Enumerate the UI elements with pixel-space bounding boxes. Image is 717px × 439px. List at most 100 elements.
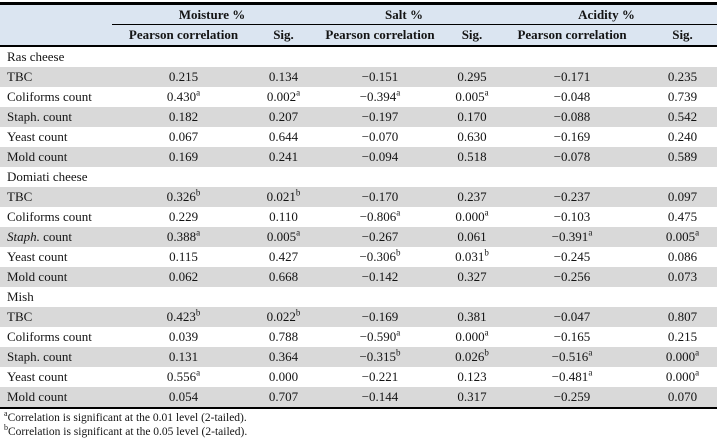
value-cell: 0.215 (112, 67, 255, 87)
value-cell: 0.423b (112, 307, 255, 327)
row-label: Staph. count (0, 107, 112, 127)
value-cell: −0.237 (496, 187, 649, 207)
value-cell: 0.739 (648, 87, 717, 107)
section-name: Ras cheese (0, 46, 717, 67)
table-body: Ras cheese TBC 0.215 0.134 −0.151 0.295 −0.171… (0, 46, 717, 408)
col-group-salt: Salt % (312, 3, 497, 25)
value-cell: 0.518 (448, 147, 497, 167)
significance-superscript: a (695, 227, 700, 238)
salt-pearson-header: Pearson correlation (312, 24, 448, 47)
subheader-row: Pearson correlation Sig. Pearson correla… (0, 24, 717, 47)
value-cell: 0.327 (448, 267, 497, 287)
significance-superscript: a (695, 367, 700, 378)
correlation-table: Moisture % Salt % Acidity % Pearson corr… (0, 2, 717, 409)
italic-label-prefix: Staph. (7, 229, 40, 244)
footnote-b-text: Correlation is significant at the 0.05 l… (8, 425, 248, 438)
table-row: Mold count 0.054 0.707 −0.144 0.317 −0.259 0.0… (0, 387, 717, 408)
row-label: TBC (0, 187, 112, 207)
value-cell: 0.070 (648, 387, 717, 408)
value-cell: 0.005a (648, 227, 717, 247)
value-cell: −0.047 (496, 307, 649, 327)
value-cell: −0.103 (496, 207, 649, 227)
row-label: Coliforms count (0, 87, 112, 107)
value-cell: 0.061 (448, 227, 497, 247)
value-cell: 0.215 (648, 327, 717, 347)
significance-superscript: a (484, 87, 489, 98)
significance-superscript: a (484, 207, 489, 218)
footnote-a: aCorrelation is significant at the 0.01 … (4, 409, 717, 426)
value-cell: 0.381 (448, 307, 497, 327)
row-label: Staph. count (0, 227, 112, 247)
value-cell: 0.062 (112, 267, 255, 287)
row-label: Coliforms count (0, 207, 112, 227)
value-cell: 0.134 (255, 67, 312, 87)
value-cell: −0.256 (496, 267, 649, 287)
value-cell: −0.169 (312, 307, 448, 327)
value-cell: 0.207 (255, 107, 312, 127)
footnote-a-text: Correlation is significant at the 0.01 l… (7, 412, 247, 424)
value-cell: 0.115 (112, 247, 255, 267)
table-header: Moisture % Salt % Acidity % Pearson corr… (0, 3, 717, 47)
table-row: Mold count 0.062 0.668 −0.142 0.327 −0.256 0.0… (0, 267, 717, 287)
value-cell: 0.427 (255, 247, 312, 267)
row-label-header (0, 3, 112, 25)
value-cell: 0.229 (112, 207, 255, 227)
value-cell: 0.170 (448, 107, 497, 127)
value-cell: −0.481a (496, 367, 649, 387)
section-header-row: Mish (0, 287, 717, 307)
table-row: TBC 0.326b 0.021b −0.170 0.237 −0.237 0.097 (0, 187, 717, 207)
value-cell: −0.259 (496, 387, 649, 408)
section-header-row: Ras cheese (0, 46, 717, 67)
value-cell: 0.364 (255, 347, 312, 367)
value-cell: 0.388a (112, 227, 255, 247)
value-cell: 0.000 (255, 367, 312, 387)
row-label: Yeast count (0, 247, 112, 267)
section-header-row: Domiati cheese (0, 167, 717, 187)
moisture-pearson-header: Pearson correlation (112, 24, 255, 47)
significance-superscript: a (588, 347, 593, 358)
value-cell: 0.241 (255, 147, 312, 167)
value-cell: 0.005a (255, 227, 312, 247)
moisture-sig-header: Sig. (255, 24, 312, 47)
value-cell: 0.000a (448, 207, 497, 227)
table-row: Coliforms count 0.039 0.788 −0.590a 0.000a −0… (0, 327, 717, 347)
footnotes: aCorrelation is significant at the 0.01 … (0, 409, 717, 439)
significance-superscript: a (396, 87, 401, 98)
significance-superscript: a (588, 227, 593, 238)
value-cell: 0.039 (112, 327, 255, 347)
significance-superscript: b (484, 247, 489, 258)
value-cell: 0.073 (648, 267, 717, 287)
col-group-moisture: Moisture % (112, 3, 312, 25)
value-cell: 0.000a (448, 327, 497, 347)
table-row: Staph. count 0.388a 0.005a −0.267 0.061 −0.39… (0, 227, 717, 247)
value-cell: −0.306b (312, 247, 448, 267)
table-row: TBC 0.215 0.134 −0.151 0.295 −0.171 0.235 (0, 67, 717, 87)
footnote-a-mark: a (4, 409, 8, 419)
value-cell: 0.022b (255, 307, 312, 327)
column-group-row: Moisture % Salt % Acidity % (0, 3, 717, 25)
value-cell: 0.475 (648, 207, 717, 227)
value-cell: 0.097 (648, 187, 717, 207)
value-cell: −0.048 (496, 87, 649, 107)
row-label: Staph. count (0, 347, 112, 367)
significance-superscript: b (396, 247, 401, 258)
value-cell: −0.590a (312, 327, 448, 347)
value-cell: −0.516a (496, 347, 649, 367)
significance-superscript: b (195, 187, 201, 198)
value-cell: 0.295 (448, 67, 497, 87)
value-cell: 0.026b (448, 347, 497, 367)
value-cell: 0.000a (648, 367, 717, 387)
value-cell: 0.110 (255, 207, 312, 227)
section-name: Mish (0, 287, 717, 307)
value-cell: −0.171 (496, 67, 649, 87)
acidity-sig-header: Sig. (648, 24, 717, 47)
table-row: Yeast count 0.115 0.427 −0.306b 0.031b −0.245… (0, 247, 717, 267)
row-label: Coliforms count (0, 327, 112, 347)
significance-superscript: a (588, 367, 593, 378)
section-name: Domiati cheese (0, 167, 717, 187)
value-cell: 0.556a (112, 367, 255, 387)
value-cell: 0.131 (112, 347, 255, 367)
value-cell: −0.170 (312, 187, 448, 207)
value-cell: 0.054 (112, 387, 255, 408)
